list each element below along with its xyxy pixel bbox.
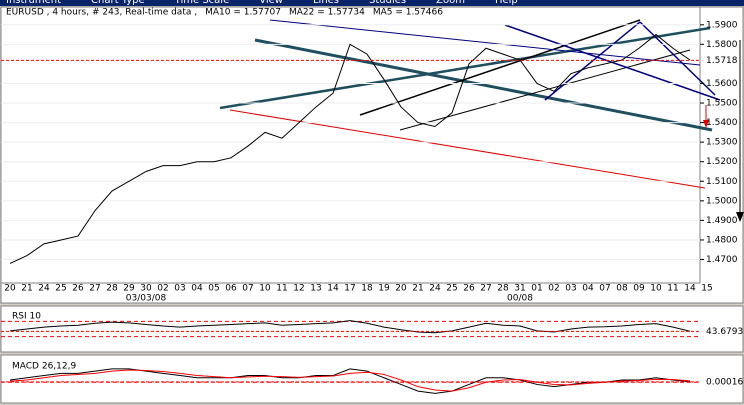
y-tick-label: 1.5800 <box>706 40 738 50</box>
x-tick-label: 10 <box>650 284 662 294</box>
y-tick-label: 1.5600 <box>706 79 738 89</box>
menu-item[interactable]: Zoom <box>436 0 465 6</box>
header-text: EURUSD , 4 hours, # 243, Real-time data … <box>6 8 197 18</box>
arrow-head <box>736 212 744 222</box>
menu-item[interactable]: Chart Type <box>91 0 145 6</box>
y-tick-label: 1.5900 <box>706 20 738 30</box>
x-tick-label: 20 <box>4 284 16 294</box>
x-tick-label: 03 <box>565 284 576 294</box>
x-tick-label: 27 <box>480 284 491 294</box>
x-tick-label: 21 <box>21 284 32 294</box>
panel-title: RSI 10 <box>12 312 41 322</box>
header-text: MA5 = 1.57466 <box>373 8 443 18</box>
x-tick-label: 14 <box>684 284 696 294</box>
trend-line <box>219 26 711 110</box>
y-tick-label: 1.5400 <box>706 118 738 128</box>
menu-item[interactable]: Time Scale <box>174 0 230 6</box>
menu-item[interactable]: Help <box>494 0 518 6</box>
last-value-label: 1.5718 <box>706 56 738 66</box>
rsi-panel <box>0 305 744 353</box>
x-tick-label: 27 <box>89 284 100 294</box>
x-tick-label: 12 <box>293 284 304 294</box>
macd-panel <box>0 354 744 404</box>
x-tick-label: 02 <box>157 284 168 294</box>
x-tick-label: 26 <box>463 284 475 294</box>
menu-item[interactable]: View <box>259 0 283 6</box>
x-tick-label: 21 <box>412 284 423 294</box>
x-tick-label: 31 <box>514 284 525 294</box>
x-group-label: 03/03/08 <box>126 294 167 304</box>
x-tick-label: 15 <box>701 284 712 294</box>
x-tick-label: 25 <box>446 284 457 294</box>
x-tick-label: 01 <box>531 284 542 294</box>
trend-line <box>544 21 641 101</box>
series-line <box>9 368 691 394</box>
y-tick-label: 1.5300 <box>706 138 738 148</box>
x-tick-label: 11 <box>667 284 678 294</box>
y-tick-label: 1.5000 <box>706 196 738 206</box>
y-tick-label: 1.4900 <box>706 216 738 226</box>
x-tick-label: 14 <box>327 284 339 294</box>
x-tick-label: 09 <box>633 284 645 294</box>
x-tick-label: 02 <box>548 284 559 294</box>
panel-title: MACD 26,12,9 <box>12 362 76 372</box>
y-tick-label: 1.5200 <box>706 157 738 167</box>
x-tick-label: 28 <box>106 284 118 294</box>
header-text: MA22 = 1.57734 <box>289 8 365 18</box>
x-tick-label: 26 <box>72 284 84 294</box>
x-tick-label: 05 <box>208 284 219 294</box>
x-tick-label: 04 <box>582 284 594 294</box>
series-line <box>9 33 691 264</box>
header-text: MA10 = 1.57707 <box>205 8 281 18</box>
x-tick-label: 08 <box>616 284 628 294</box>
x-tick-label: 29 <box>123 284 135 294</box>
y-tick-label: 1.5500 <box>706 99 738 109</box>
trend-line <box>639 21 716 96</box>
x-tick-label: 04 <box>191 284 203 294</box>
x-group-label: 00/08 <box>507 294 533 304</box>
arrow-head <box>703 120 709 128</box>
x-tick-label: 07 <box>242 284 253 294</box>
x-tick-label: 13 <box>310 284 321 294</box>
menu-item[interactable]: Studies <box>369 0 407 6</box>
menu-bar: Instrument Chart Type Time Scale View Lines S… <box>0 0 744 6</box>
trend-line <box>359 19 641 116</box>
series-line <box>9 320 691 334</box>
series-line <box>9 369 691 392</box>
y-tick-label: 1.5100 <box>706 177 738 187</box>
menu-item[interactable]: Instrument <box>6 0 62 6</box>
x-tick-label: 25 <box>55 284 66 294</box>
x-tick-label: 28 <box>497 284 509 294</box>
x-tick-label: 17 <box>344 284 355 294</box>
x-tick-label: 20 <box>395 284 407 294</box>
last-value-label: 0.00016 <box>706 377 743 387</box>
x-tick-label: 03 <box>174 284 185 294</box>
x-tick-label: 10 <box>259 284 271 294</box>
x-tick-label: 11 <box>276 284 287 294</box>
x-tick-label: 06 <box>225 284 237 294</box>
y-tick-label: 1.4700 <box>706 255 738 265</box>
trend-line <box>399 49 691 131</box>
price-panel <box>0 6 744 304</box>
last-value-label: 43.6793 <box>706 327 743 337</box>
trend-line <box>269 19 701 66</box>
x-tick-label: 18 <box>361 284 373 294</box>
x-tick-label: 30 <box>140 284 152 294</box>
menu-item[interactable]: Lines <box>312 0 340 6</box>
trend-line <box>254 38 713 132</box>
x-tick-label: 19 <box>378 284 390 294</box>
x-tick-label: 24 <box>429 284 441 294</box>
y-tick-label: 1.4800 <box>706 235 738 245</box>
x-tick-label: 24 <box>38 284 50 294</box>
x-tick-label: 07 <box>599 284 610 294</box>
